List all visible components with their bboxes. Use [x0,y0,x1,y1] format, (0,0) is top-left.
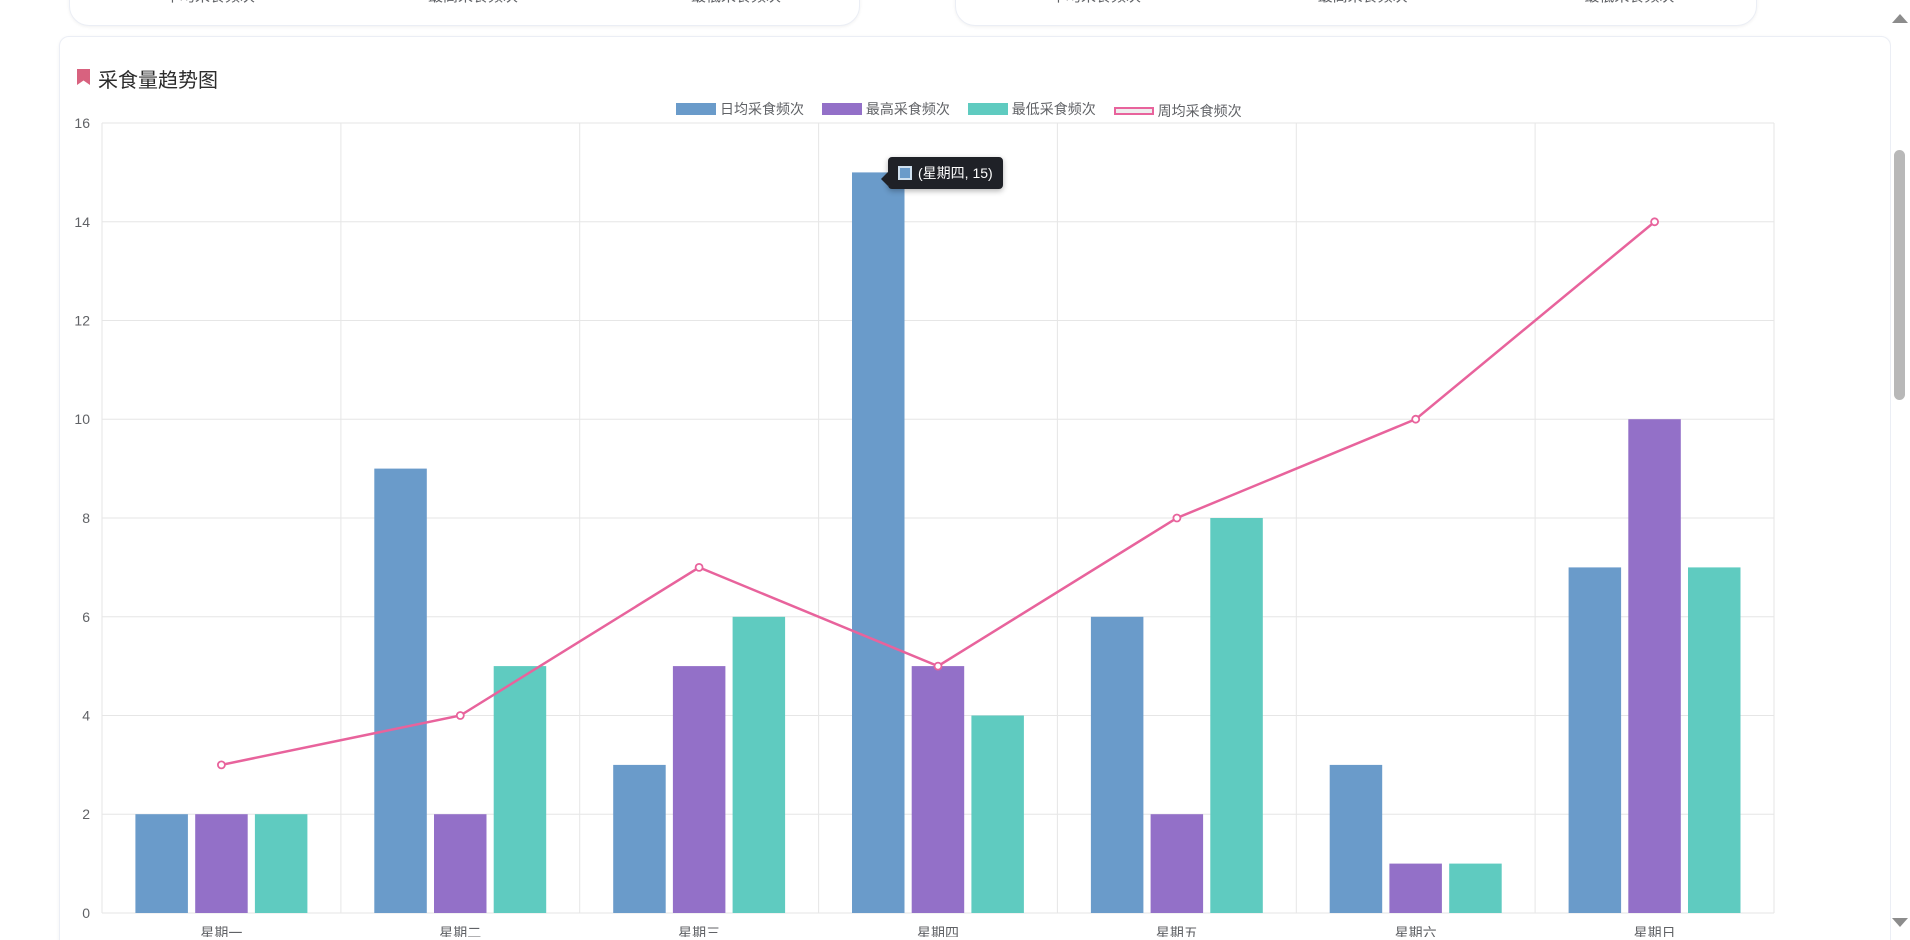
svg-text:14: 14 [74,214,90,230]
svg-text:6: 6 [82,609,90,625]
svg-text:2: 2 [82,806,90,822]
svg-text:星期六: 星期六 [1395,925,1437,937]
svg-text:16: 16 [74,115,90,131]
svg-text:星期日: 星期日 [1634,925,1676,937]
svg-text:8: 8 [82,510,90,526]
svg-text:星期一: 星期一 [200,925,242,937]
svg-text:星期三: 星期三 [678,925,720,937]
svg-text:0: 0 [82,905,90,921]
svg-text:10: 10 [74,411,90,427]
svg-text:星期四: 星期四 [917,925,959,937]
svg-text:星期二: 星期二 [439,925,481,937]
svg-text:4: 4 [82,708,90,724]
svg-text:星期五: 星期五 [1156,925,1198,937]
svg-text:12: 12 [74,313,90,329]
